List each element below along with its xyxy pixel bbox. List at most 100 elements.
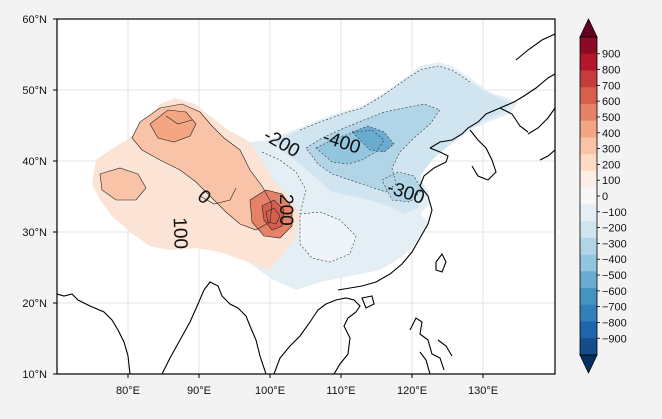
colorbar-segment <box>580 304 597 322</box>
contour-line <box>261 199 285 231</box>
colorbar-label: −600 <box>602 286 627 298</box>
contour-line <box>149 109 197 143</box>
coastlines <box>57 33 555 374</box>
field-region-positive-600 <box>262 200 284 230</box>
colorbar-label: 500 <box>602 112 620 124</box>
contour-line-negative <box>299 65 471 131</box>
coastline-korea-north <box>499 107 529 133</box>
map-frame <box>56 18 556 375</box>
colorbar-label: −900 <box>602 333 627 345</box>
lon-label: 130°E <box>468 385 498 397</box>
lon-label: 120°E <box>397 385 427 397</box>
lat-label: 20°N <box>22 298 47 310</box>
coastline-japan <box>527 107 555 135</box>
data-field <box>92 62 518 290</box>
colorbar-label: −100 <box>602 207 627 219</box>
colorbar-label: 800 <box>602 65 620 77</box>
colorbar-segment <box>580 70 597 88</box>
colorbar-segment <box>580 170 597 188</box>
colorbar <box>579 18 600 374</box>
colorbar-segment <box>580 53 597 71</box>
colorbar-segment <box>580 321 597 339</box>
contour-line <box>165 115 193 125</box>
field-region-negative-100-south <box>300 212 356 262</box>
colorbar-segment <box>580 154 597 172</box>
colorbar-segment <box>580 120 597 138</box>
lat-label: 10°N <box>22 369 47 381</box>
lon-label: 100°E <box>255 385 285 397</box>
coastline-china-south <box>337 147 449 291</box>
contour-line <box>131 103 273 231</box>
map-content: -400 -200 -300 0 200 100 <box>57 19 555 374</box>
field-region-negative-300-south <box>382 172 422 202</box>
lat-label: 30°N <box>22 227 47 239</box>
coastline-hainan <box>361 295 375 309</box>
colorbar-label: 300 <box>602 144 620 156</box>
colorbar-segment <box>580 338 597 356</box>
coastline-india <box>57 293 131 374</box>
coastline-korea <box>469 129 497 181</box>
contour-line <box>249 189 293 239</box>
colorbar-segment <box>580 103 597 121</box>
coastline-islands <box>437 339 453 357</box>
colorbar-segment <box>580 221 597 239</box>
colorbar-labels: 900 800 700 600 500 400 300 200 100 0 −100 −200 −300… <box>602 49 627 346</box>
axis-ticks <box>53 18 484 378</box>
contour-lines-negative <box>261 65 471 263</box>
colorbar-segment <box>580 204 597 222</box>
colorbar-segment <box>580 254 597 272</box>
colorbar-label: 600 <box>602 96 620 108</box>
latitude-labels: 60°N 50°N 40°N 30°N 20°N 10°N <box>22 14 47 381</box>
longitude-labels: 80°E 90°E 100°E 110°E 120°E 130°E <box>116 385 498 397</box>
field-region-negative-500 <box>352 126 394 152</box>
lon-label: 110°E <box>326 385 355 397</box>
colorbar-label: −500 <box>602 270 627 282</box>
coastline-philippines <box>409 317 445 371</box>
colorbar-segment <box>580 271 597 289</box>
colorbar-segment <box>580 237 597 255</box>
contour-line <box>99 167 147 201</box>
colorbar-segment <box>580 87 597 105</box>
contour-label: 200 <box>275 194 296 226</box>
colorbar-segment <box>580 288 597 306</box>
colorbar-label: −300 <box>602 238 627 250</box>
lat-label: 60°N <box>22 14 47 26</box>
coastline-bohai <box>429 73 555 149</box>
colorbar-segment <box>580 137 597 155</box>
colorbar-label: 0 <box>602 191 608 203</box>
contour-label: 100 <box>169 217 191 249</box>
field-region-positive-west-200 <box>100 168 146 200</box>
colorbar-label: −200 <box>602 223 627 235</box>
coastline-philippines-south <box>419 351 431 374</box>
colorbar-segment <box>580 187 597 205</box>
coastline-japan-south <box>539 149 555 161</box>
colorbar-label: 700 <box>602 80 620 92</box>
coastline-russia-east <box>515 33 555 61</box>
contour-line-negative <box>261 151 307 215</box>
coastline-indochina <box>273 297 361 374</box>
lat-label: 40°N <box>22 156 47 168</box>
colorbar-segment <box>580 37 597 55</box>
coastline-myanmar <box>249 325 267 374</box>
field-region-positive-300 <box>150 110 196 142</box>
contour-line-negative <box>305 103 441 193</box>
colorbar-label: −700 <box>602 302 627 314</box>
colorbar-label: 100 <box>602 175 620 187</box>
contour-line-negative <box>381 171 423 203</box>
coastline-taiwan <box>435 252 447 273</box>
colorbar-label: 900 <box>602 49 620 61</box>
colorbar-label: 200 <box>602 159 620 171</box>
contour-lines <box>99 103 293 239</box>
lat-label: 50°N <box>22 85 47 97</box>
colorbar-label: −400 <box>602 254 627 266</box>
colorbar-extend-min <box>579 354 598 374</box>
lon-label: 90°E <box>187 385 211 397</box>
lon-label: 80°E <box>116 385 140 397</box>
contour-line-negative <box>315 129 385 165</box>
colorbar-label: −800 <box>602 317 627 329</box>
contour-line-negative <box>351 125 395 153</box>
colorbar-label: 400 <box>602 128 620 140</box>
contour-line <box>199 187 237 205</box>
colorbar-extend-max <box>579 18 598 38</box>
